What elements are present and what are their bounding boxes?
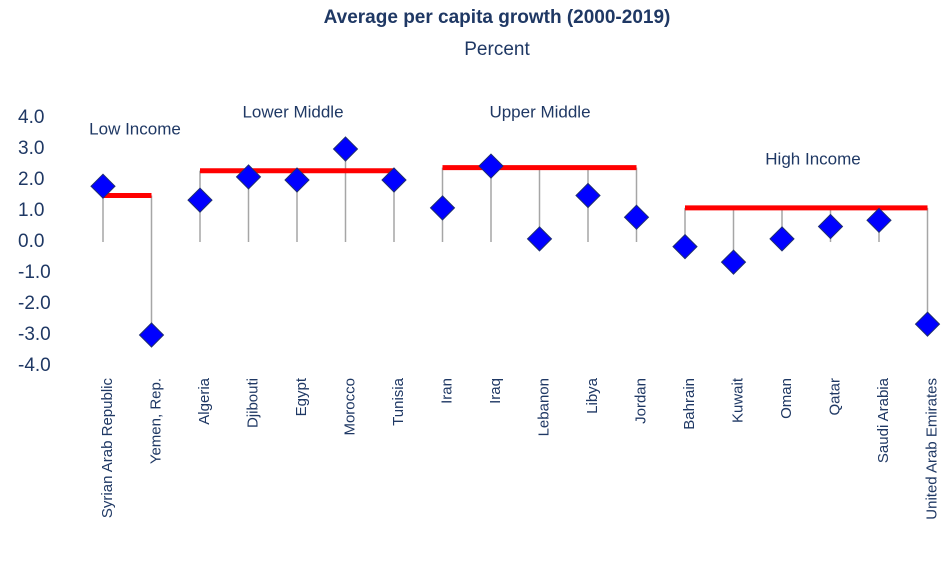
x-tick-label: Qatar bbox=[826, 378, 843, 416]
x-tick-label: Jordan bbox=[632, 378, 649, 424]
y-tick-label: 3.0 bbox=[18, 138, 44, 159]
marker bbox=[672, 233, 698, 260]
x-tick-label: Bahrain bbox=[681, 378, 698, 430]
marker bbox=[332, 136, 359, 162]
group-label: Upper Middle bbox=[489, 102, 590, 121]
x-tick-label: Iraq bbox=[487, 378, 504, 404]
x-tick-label: Djibouti bbox=[244, 378, 261, 428]
y-tick-label: -4.0 bbox=[18, 355, 51, 376]
marker bbox=[284, 167, 310, 193]
x-tick-label: Kuwait bbox=[729, 377, 746, 423]
marker bbox=[235, 164, 262, 190]
y-tick-label: 2.0 bbox=[18, 169, 44, 190]
y-tick-label: -2.0 bbox=[18, 293, 51, 314]
chart-subtitle: Percent bbox=[464, 39, 530, 60]
marker bbox=[866, 207, 892, 234]
x-tick-label: Morocco bbox=[341, 378, 358, 436]
marker bbox=[381, 167, 407, 193]
x-tick-label: Tunisia bbox=[390, 377, 407, 425]
marker bbox=[429, 195, 456, 221]
y-tick-label: 0.0 bbox=[18, 231, 44, 252]
x-tick-label: Lebanon bbox=[535, 378, 552, 436]
y-tick-label: -1.0 bbox=[18, 262, 51, 283]
marker bbox=[526, 226, 553, 252]
y-tick-label: 4.0 bbox=[18, 107, 44, 128]
x-tick-label: Saudi Arabia bbox=[875, 377, 892, 463]
marker bbox=[575, 182, 601, 209]
marker bbox=[769, 226, 795, 252]
x-tick-label: Syrian Arab Republic bbox=[99, 378, 116, 519]
marker bbox=[914, 311, 941, 337]
x-tick-label: Iran bbox=[438, 378, 455, 404]
y-tick-label: 1.0 bbox=[18, 200, 44, 221]
group-label: High Income bbox=[765, 149, 860, 168]
marker bbox=[187, 187, 213, 213]
x-tick-label: Algeria bbox=[196, 377, 213, 424]
x-tick-label: Oman bbox=[778, 378, 795, 419]
marker bbox=[623, 204, 650, 230]
group-label: Lower Middle bbox=[242, 102, 343, 121]
marker bbox=[90, 173, 116, 199]
x-tick-label: Yemen, Rep. bbox=[147, 378, 164, 464]
x-tick-label: Egypt bbox=[293, 377, 310, 416]
x-tick-label: United Arab Emirates bbox=[923, 378, 940, 520]
marker bbox=[478, 153, 504, 179]
marker bbox=[138, 322, 165, 348]
group-label: Low Income bbox=[89, 119, 181, 138]
marker bbox=[817, 213, 844, 240]
marker bbox=[720, 249, 747, 275]
x-tick-label: Libya bbox=[584, 377, 601, 414]
chart-title: Average per capita growth (2000-2019) bbox=[324, 7, 671, 28]
y-tick-label: -3.0 bbox=[18, 324, 51, 345]
